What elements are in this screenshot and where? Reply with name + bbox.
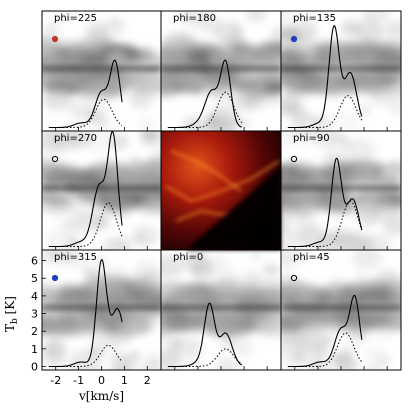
y-axis-label: Tb [K] <box>3 296 20 332</box>
solid-spectrum <box>287 294 363 368</box>
x-tick-label: -2 <box>50 374 61 387</box>
open-marker <box>290 155 298 163</box>
panel-phi-315: phi=315 <box>41 249 162 371</box>
y-label-unit: [K] <box>3 296 17 318</box>
panel-label: phi=135 <box>293 13 336 24</box>
panel-phi-270: phi=270 <box>41 130 162 251</box>
panel-phi-0: phi=0 <box>160 249 282 371</box>
y-tick-label: 2 <box>31 325 38 338</box>
cloud-dark-band <box>161 65 281 72</box>
center-intensity-map <box>161 131 281 250</box>
solid-spectrum <box>48 59 123 129</box>
x-tick-label: 2 <box>144 374 151 387</box>
x-tick-label: -1 <box>73 374 84 387</box>
panel-phi-45: phi=45 <box>280 249 402 371</box>
panel-phi-225: phi=225 <box>41 10 162 132</box>
map-dark-region <box>186 166 281 250</box>
cloud-dark-band <box>42 185 161 192</box>
cloud-dark-band <box>42 65 161 72</box>
y-tick-label: 3 <box>31 308 38 321</box>
solid-spectrum <box>287 157 363 248</box>
y-label-main: T <box>3 324 17 332</box>
y-label-sub: b <box>10 318 20 324</box>
axes-layer: 0 1 2 3 4 5 6 -2 -1 0 1 2 v[km/s] Tb [K] <box>3 255 151 403</box>
solid-spectrum <box>287 25 363 129</box>
cloud-texture <box>42 11 161 131</box>
panel-label: phi=90 <box>293 133 330 144</box>
panel-label: phi=225 <box>54 13 97 24</box>
panel-label: phi=180 <box>173 13 216 24</box>
panel-label: phi=315 <box>54 252 97 263</box>
panels-layer: phi=225 phi=180 phi=135 phi=270 phi=90 phi=31… <box>41 10 402 371</box>
panel-phi-90: phi=90 <box>280 130 402 251</box>
map-filament <box>170 149 242 192</box>
filled-marker <box>51 274 59 282</box>
solid-spectrum <box>167 302 243 368</box>
cloud-dark-band <box>161 304 281 311</box>
y-tick-label: 6 <box>31 255 38 268</box>
open-marker <box>290 274 298 282</box>
y-tick-label: 5 <box>31 272 38 285</box>
x-tick-label: 1 <box>121 374 128 387</box>
filled-marker <box>51 35 59 43</box>
cloud-dark-band <box>42 304 161 311</box>
y-tick-label: 1 <box>31 343 38 356</box>
panel-label: phi=45 <box>293 252 330 263</box>
x-tick-label: 0 <box>98 374 105 387</box>
panel-phi-180: phi=180 <box>160 10 282 132</box>
solid-spectrum <box>48 258 123 368</box>
filled-marker <box>290 35 298 43</box>
open-marker <box>51 155 59 163</box>
cloud-texture <box>281 131 401 250</box>
y-tick-label: 4 <box>31 290 38 303</box>
map-filament <box>175 209 232 223</box>
solid-spectrum <box>48 131 123 248</box>
x-axis-label: v[km/s] <box>78 389 124 403</box>
cloud-dark-band <box>281 185 401 192</box>
dotted-spectrum <box>48 344 123 367</box>
map-filament <box>165 160 280 203</box>
dotted-spectrum <box>48 202 123 247</box>
solid-spectrum <box>167 59 242 129</box>
y-tick-label: 0 <box>31 360 38 373</box>
cloud-texture <box>42 131 161 250</box>
panel-label: phi=0 <box>173 252 203 263</box>
cloud-dark-band <box>281 304 401 311</box>
panel-label: phi=270 <box>54 133 97 144</box>
panel-phi-135: phi=135 <box>280 10 402 132</box>
